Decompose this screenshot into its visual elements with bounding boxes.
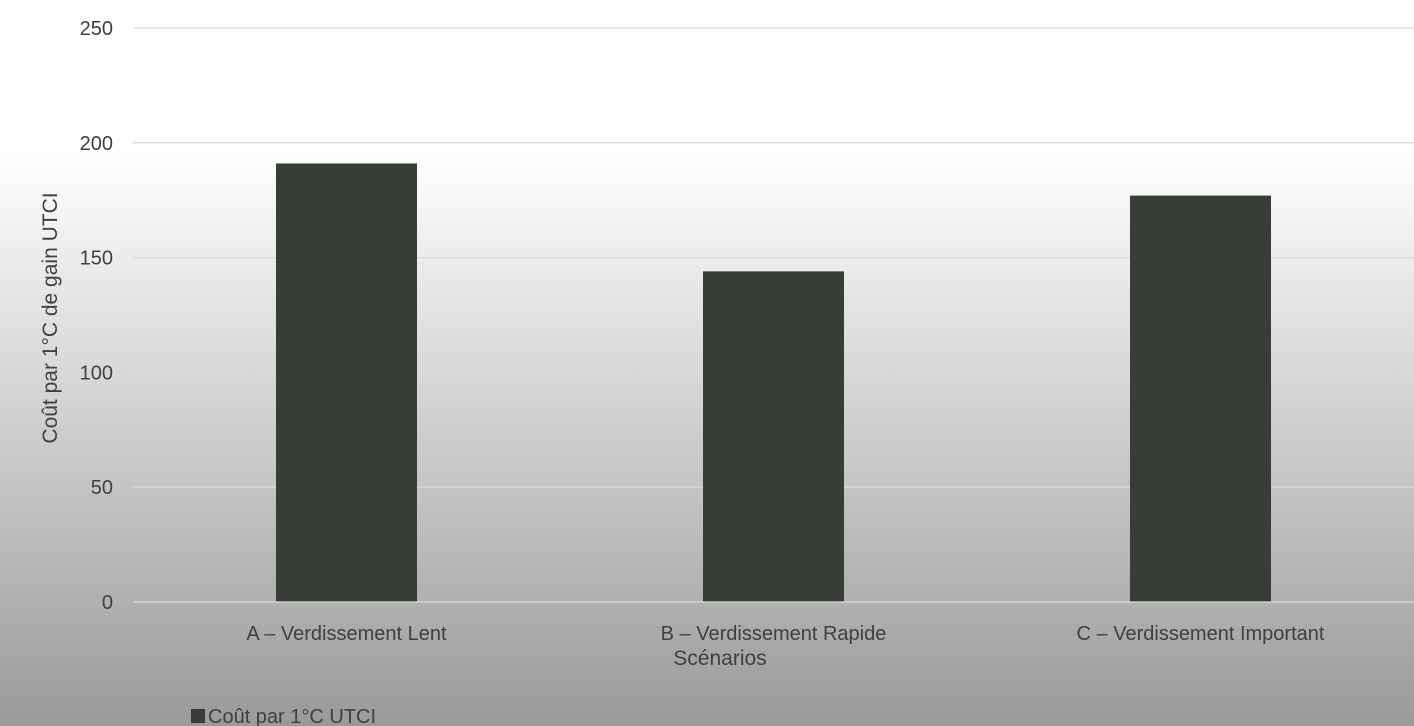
y-tick-label: 200 bbox=[80, 133, 113, 155]
legend-label: Coût par 1°C UTCI bbox=[208, 706, 376, 726]
x-axis-ticks: A – Verdissement Lent B – Verdissement Ra… bbox=[246, 623, 1324, 645]
y-tick-label: 100 bbox=[80, 362, 113, 384]
y-tick-label: 150 bbox=[80, 248, 113, 270]
bars bbox=[276, 163, 1271, 603]
y-axis-title: Coût par 1°C de gain UTCI bbox=[39, 192, 62, 443]
x-tick-label: A – Verdissement Lent bbox=[246, 623, 447, 645]
y-tick-label: 50 bbox=[91, 477, 113, 499]
bar bbox=[703, 271, 844, 602]
y-tick-label: 250 bbox=[80, 18, 113, 40]
y-axis-ticks: 0 50 100 150 200 250 bbox=[80, 18, 113, 614]
legend-swatch bbox=[191, 709, 205, 723]
x-tick-label: B – Verdissement Rapide bbox=[661, 623, 887, 645]
x-axis-title: Scénarios bbox=[673, 647, 766, 670]
bar bbox=[276, 163, 417, 603]
y-tick-label: 0 bbox=[102, 592, 113, 614]
legend: Coût par 1°C UTCI bbox=[191, 706, 376, 726]
x-tick-label: C – Verdissement Important bbox=[1077, 623, 1325, 645]
bar bbox=[1130, 195, 1271, 602]
